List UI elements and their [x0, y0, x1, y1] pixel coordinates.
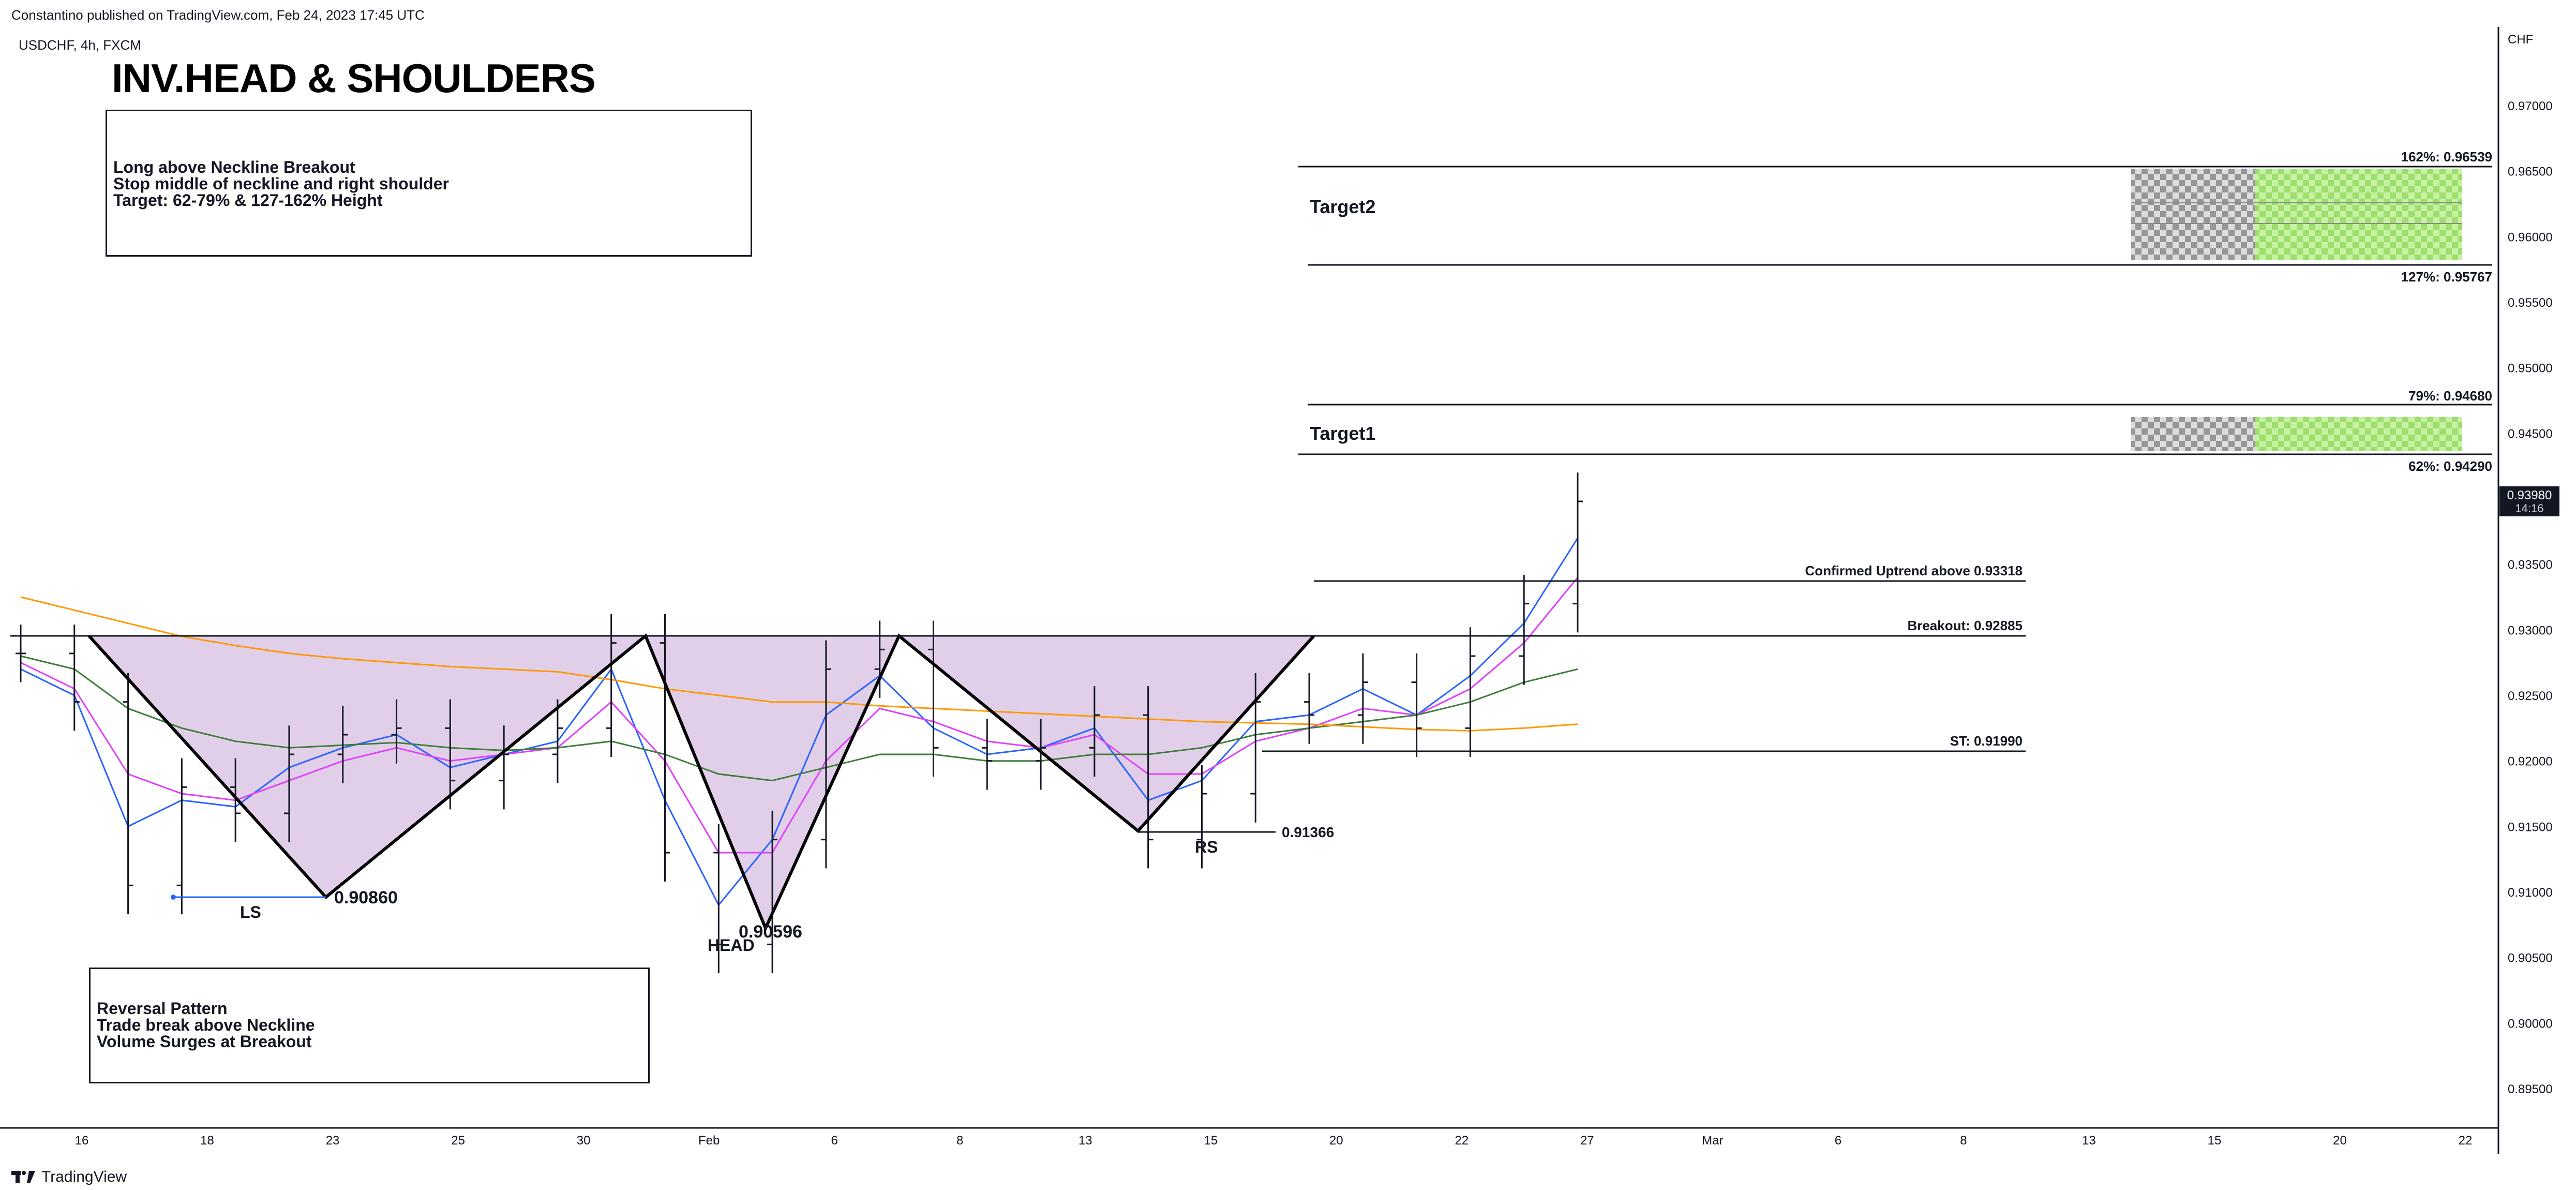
y-tick-label: 0.97000: [2508, 99, 2553, 113]
x-tick-label: 16: [75, 1134, 89, 1148]
y-tick-label: 0.93500: [2508, 558, 2553, 572]
rs-label: RS: [1195, 838, 1218, 856]
x-tick-label: 6: [831, 1134, 837, 1148]
x-tick-label: 27: [1580, 1134, 1594, 1148]
x-tick-label: 23: [326, 1134, 340, 1148]
stop-label: ST: 0.91990: [1950, 733, 2023, 749]
x-tick-label: 25: [451, 1134, 465, 1148]
ls-label: LS: [240, 903, 261, 921]
y-tick-label: 0.95500: [2508, 296, 2553, 310]
x-tick-label: Mar: [1702, 1134, 1723, 1148]
target2-label: Target2: [1310, 196, 1375, 217]
y-tick-label: 0.94500: [2508, 427, 2553, 441]
x-tick-label: 20: [1329, 1134, 1343, 1148]
price-axis[interactable]: 0.97000 0.96500 0.96000 0.95500 0.95000 0.945…: [2508, 99, 2553, 1096]
symbol-info: USDCHF, 4h, FXCM: [19, 37, 141, 53]
sma_200-line: [20, 596, 1578, 732]
target2-zone: [2131, 169, 2462, 260]
y-tick-label: 0.95000: [2508, 362, 2553, 376]
level-lines: [10, 166, 2492, 833]
fib-79-label: 79%: 0.94680: [2408, 388, 2492, 404]
pattern-line-2: Trade break above Neckline: [97, 1016, 315, 1034]
moving-averages: [20, 538, 1579, 907]
sma_slow-line: [20, 655, 1578, 782]
x-tick-label: 13: [2082, 1134, 2096, 1148]
price-bars: [16, 472, 1583, 974]
y-tick-label: 0.90500: [2508, 951, 2553, 965]
y-tick-label: 0.90000: [2508, 1017, 2553, 1031]
tradingview-brand[interactable]: TradingView: [11, 1168, 127, 1186]
brand-name: TradingView: [41, 1168, 127, 1185]
y-tick-label: 0.91500: [2508, 820, 2553, 834]
target1-label: Target1: [1310, 423, 1375, 444]
breakout-label: Breakout: 0.92885: [1907, 618, 2023, 633]
rules-line-1: Long above Neckline Breakout: [113, 158, 355, 176]
confirmed-label: Confirmed Uptrend above 0.93318: [1805, 563, 2023, 578]
target1-zone: [2131, 417, 2462, 451]
fib-62-label: 62%: 0.94290: [2408, 458, 2492, 474]
fib-127-label: 127%: 0.95767: [2401, 269, 2492, 285]
pattern-line-3: Volume Surges at Breakout: [97, 1032, 312, 1051]
x-tick-label: 8: [1960, 1134, 1967, 1148]
y-tick-label: 0.93000: [2508, 623, 2553, 637]
countdown: 14:16: [2515, 502, 2543, 515]
y-tick-label: 0.91000: [2508, 886, 2553, 900]
currency-label: CHF: [2508, 33, 2533, 47]
head-shading: [646, 636, 899, 928]
head-level-label: 0.90596: [739, 922, 802, 942]
x-tick-label: 20: [2333, 1134, 2347, 1148]
rs-shading: [899, 636, 1314, 831]
x-tick-label: 13: [1079, 1134, 1092, 1148]
y-tick-label: 0.92500: [2508, 689, 2553, 703]
y-tick-label: 0.89500: [2508, 1082, 2553, 1096]
y-tick-label: 0.96500: [2508, 165, 2553, 179]
x-tick-label: 22: [2459, 1134, 2473, 1148]
pattern-line-1: Reversal Pattern: [97, 999, 228, 1018]
ls-level-point: [171, 895, 176, 900]
x-tick-label: 30: [577, 1134, 591, 1148]
x-tick-label: 8: [956, 1134, 963, 1148]
fib-162-label: 162%: 0.96539: [2401, 149, 2492, 165]
y-tick-label: 0.96000: [2508, 230, 2553, 244]
ls-shading: [89, 636, 646, 897]
last-price-value: 0.93980: [2507, 488, 2552, 502]
shoulders-shading: [89, 636, 1314, 928]
head-label: HEAD: [708, 936, 755, 955]
rules-box: Long above Neckline Breakout Stop middle…: [106, 110, 752, 257]
pattern-box: Reversal Pattern Trade break above Neckl…: [89, 968, 650, 1083]
x-tick-label: Feb: [698, 1134, 720, 1148]
rules-line-2: Stop middle of neckline and right should…: [113, 174, 449, 193]
chart-title: INV.HEAD & SHOULDERS: [112, 55, 596, 101]
last-price-tag: 0.93980 14:16: [2499, 486, 2559, 516]
rs-level-label: 0.91366: [1282, 824, 1334, 840]
tradingview-logo-icon: [11, 1171, 35, 1183]
rules-line-3: Target: 62-79% & 127-162% Height: [113, 191, 383, 210]
ls-level-label: 0.90860: [334, 888, 398, 908]
publish-info: Constantino published on TradingView.com…: [11, 7, 425, 23]
ema_fast-line: [20, 538, 1579, 907]
time-axis[interactable]: 16 18 23 25 30 Feb 6 8 13 15 20 22 27 Mar 6 8 13 15 20 22: [75, 1134, 2473, 1148]
x-tick-label: 6: [1835, 1134, 1841, 1148]
y-tick-label: 0.92000: [2508, 755, 2553, 769]
x-tick-label: 15: [2208, 1134, 2222, 1148]
x-tick-label: 15: [1204, 1134, 1218, 1148]
x-tick-label: 18: [200, 1134, 214, 1148]
x-tick-label: 22: [1455, 1134, 1469, 1148]
